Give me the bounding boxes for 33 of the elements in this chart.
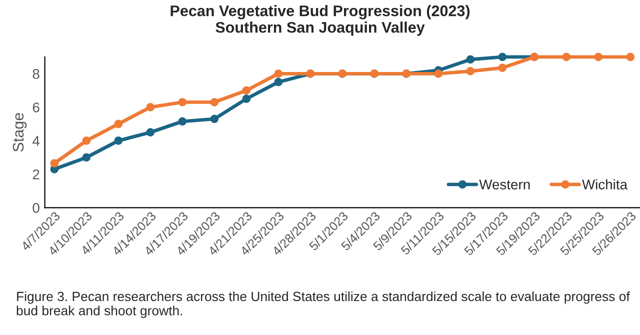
point — [210, 114, 219, 124]
point — [434, 70, 443, 78]
y-tick-label: 0 — [32, 203, 40, 213]
legend-label: Wichita — [582, 179, 628, 190]
y-tick-label: 2 — [32, 170, 40, 180]
legend-label: Western — [479, 180, 530, 190]
point — [146, 103, 155, 112]
point — [274, 78, 283, 86]
point — [82, 136, 91, 145]
point — [242, 86, 251, 95]
y-tick-label: 4 — [32, 136, 40, 146]
point — [242, 94, 251, 103]
chart-title: Pecan Vegetative Bud Progression (2023) Southern San Joaquin Valley — [170, 5, 470, 36]
point — [114, 120, 123, 128]
point — [82, 153, 91, 162]
y-tick-label: 6 — [32, 102, 40, 112]
point — [146, 128, 155, 136]
point — [594, 52, 603, 62]
point — [562, 52, 571, 62]
point — [498, 64, 507, 72]
point — [466, 55, 475, 64]
y-axis-title: Stage — [12, 113, 27, 152]
point — [178, 98, 187, 106]
point — [498, 52, 507, 62]
point — [178, 117, 187, 126]
point — [50, 159, 59, 168]
point — [274, 70, 283, 78]
y-tick-label: 8 — [32, 69, 40, 79]
caption: Figure 3. Pecan researchers across the United States utilize a standardized scale to evaluate progress of bud break and shoot growth. — [16, 291, 630, 318]
point — [466, 67, 475, 76]
point — [210, 98, 219, 106]
point — [626, 52, 635, 62]
point — [114, 136, 123, 145]
